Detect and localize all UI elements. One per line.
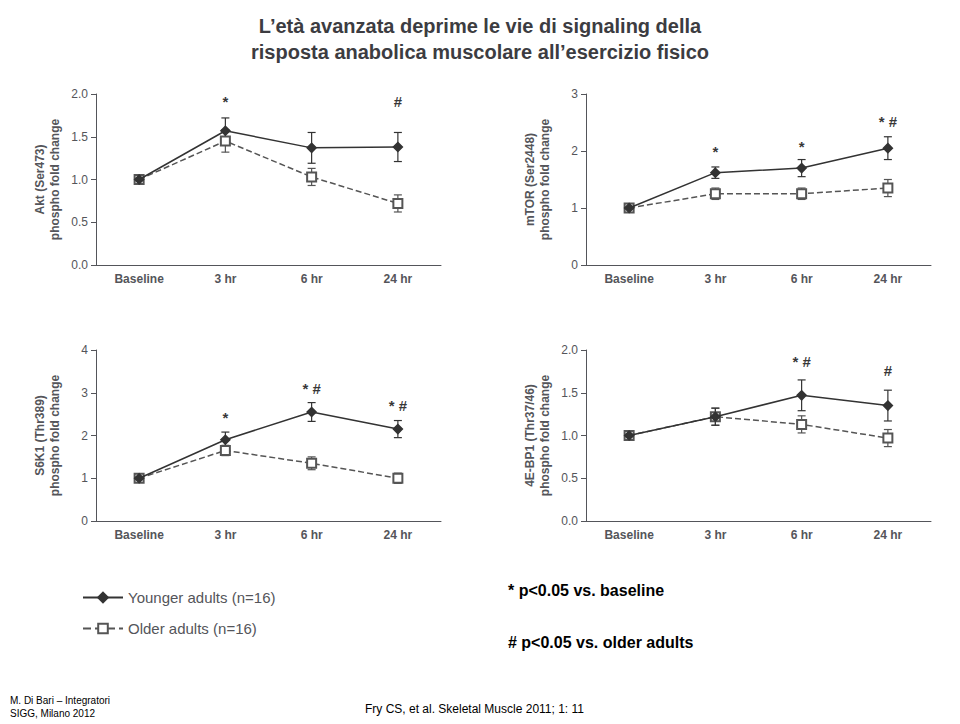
- svg-text:Baseline: Baseline: [604, 272, 654, 286]
- svg-text:SIGG, Milano 2012: SIGG, Milano 2012: [10, 708, 95, 719]
- svg-text:6 hr: 6 hr: [791, 272, 813, 286]
- svg-text:0: 0: [571, 258, 578, 272]
- svg-text:* #: * #: [302, 380, 321, 397]
- svg-text:Baseline: Baseline: [114, 272, 164, 286]
- svg-text:phospho fold change: phospho fold change: [538, 119, 552, 241]
- svg-text:4: 4: [81, 343, 88, 357]
- svg-text:3: 3: [571, 87, 578, 101]
- svg-text:*: *: [799, 138, 805, 155]
- svg-text:M. Di Bari – Integratori: M. Di Bari – Integratori: [10, 695, 110, 706]
- svg-text:24 hr: 24 hr: [874, 528, 903, 542]
- svg-text:Older adults (n=16): Older adults (n=16): [128, 620, 257, 637]
- svg-text:L’età avanzata deprime le vie: L’età avanzata deprime le vie di signali…: [259, 15, 702, 37]
- svg-text:Baseline: Baseline: [114, 528, 164, 542]
- svg-text:Younger adults (n=16): Younger adults (n=16): [128, 589, 275, 606]
- svg-text:# p<0.05 vs. older adults: # p<0.05 vs. older adults: [508, 634, 694, 651]
- svg-text:mTOR (Ser2448): mTOR (Ser2448): [523, 133, 537, 226]
- svg-text:1.5: 1.5: [71, 130, 88, 144]
- svg-text:2: 2: [571, 144, 578, 158]
- svg-text:1: 1: [81, 471, 88, 485]
- svg-text:1.0: 1.0: [71, 173, 88, 187]
- svg-text:1: 1: [571, 201, 578, 215]
- svg-text:Baseline: Baseline: [604, 528, 654, 542]
- svg-text:24 hr: 24 hr: [874, 272, 903, 286]
- svg-text:6 hr: 6 hr: [301, 272, 323, 286]
- svg-text:phospho fold change: phospho fold change: [48, 375, 62, 497]
- svg-text:1.0: 1.0: [561, 429, 578, 443]
- svg-text:3 hr: 3 hr: [704, 528, 726, 542]
- svg-text:3 hr: 3 hr: [214, 528, 236, 542]
- svg-text:0.5: 0.5: [71, 215, 88, 229]
- svg-text:Fry CS, et al. Skeletal Muscle: Fry CS, et al. Skeletal Muscle 2011; 1: …: [365, 702, 584, 716]
- svg-text:4E-BP1 (Thr37/46): 4E-BP1 (Thr37/46): [523, 384, 537, 487]
- svg-text:* #: * #: [792, 353, 811, 370]
- svg-text:#: #: [394, 93, 403, 110]
- svg-text:#: #: [884, 362, 893, 379]
- svg-text:S6K1 (Thr389): S6K1 (Thr389): [33, 395, 47, 476]
- svg-text:Akt (Ser473): Akt (Ser473): [33, 144, 47, 214]
- svg-text:0: 0: [81, 514, 88, 528]
- svg-text:* #: * #: [879, 113, 898, 130]
- svg-text:3 hr: 3 hr: [214, 272, 236, 286]
- svg-text:6 hr: 6 hr: [301, 528, 323, 542]
- svg-text:6 hr: 6 hr: [791, 528, 813, 542]
- svg-text:24 hr: 24 hr: [384, 272, 413, 286]
- svg-text:phospho fold change: phospho fold change: [48, 119, 62, 241]
- svg-text:* p<0.05 vs. baseline: * p<0.05 vs. baseline: [508, 582, 664, 599]
- svg-text:3: 3: [81, 386, 88, 400]
- svg-text:0.0: 0.0: [71, 258, 88, 272]
- svg-text:risposta anabolica muscolare a: risposta anabolica muscolare all’eserciz…: [251, 41, 709, 63]
- svg-text:1.5: 1.5: [561, 386, 578, 400]
- svg-text:2.0: 2.0: [561, 343, 578, 357]
- svg-text:2: 2: [81, 429, 88, 443]
- svg-text:3 hr: 3 hr: [704, 272, 726, 286]
- svg-text:0.5: 0.5: [561, 471, 578, 485]
- svg-text:24 hr: 24 hr: [384, 528, 413, 542]
- svg-text:*: *: [222, 409, 228, 426]
- svg-text:*: *: [222, 93, 228, 110]
- svg-text:0.0: 0.0: [561, 514, 578, 528]
- svg-text:phospho fold change: phospho fold change: [538, 375, 552, 497]
- svg-text:*: *: [712, 143, 718, 160]
- svg-text:2.0: 2.0: [71, 87, 88, 101]
- svg-text:* #: * #: [389, 397, 408, 414]
